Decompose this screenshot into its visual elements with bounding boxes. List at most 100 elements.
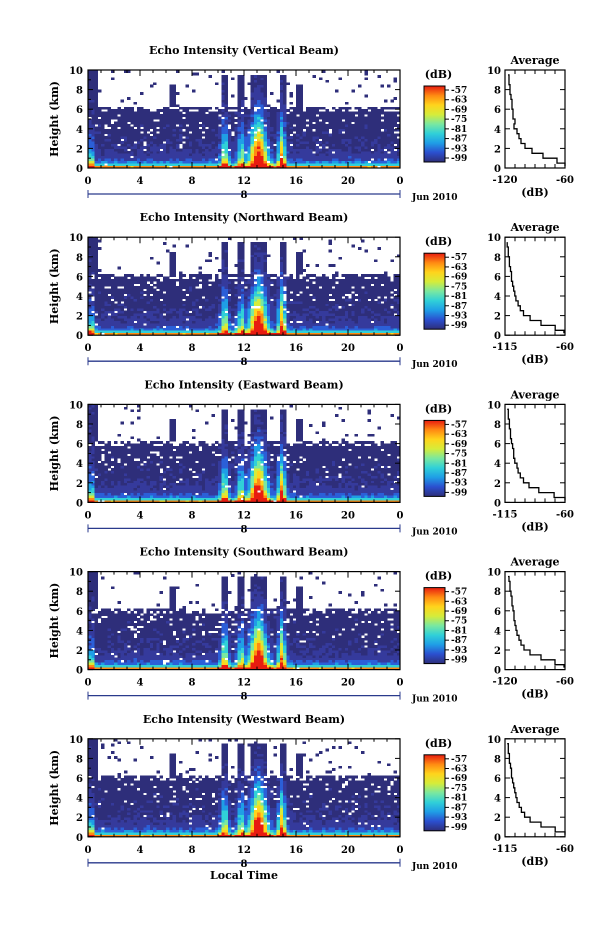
heatmap-cell [325, 310, 329, 314]
heatmap-cell [175, 104, 180, 108]
heatmap-cell [97, 131, 102, 135]
heatmap-cell [172, 96, 177, 100]
heatmap-cell [117, 128, 121, 132]
heatmap-cell [172, 119, 177, 122]
heatmap-cell [117, 308, 121, 312]
heatmap-cell [315, 153, 320, 157]
heatmap-cell [182, 133, 186, 137]
heatmap-cell [224, 114, 229, 117]
heatmap-cell [289, 325, 294, 329]
heatmap-cell [88, 318, 92, 321]
heatmap-cell [224, 305, 229, 309]
heatmap-cell [250, 310, 255, 314]
heatmap-cell [114, 123, 118, 127]
heatmap-cell [179, 327, 183, 331]
heatmap-cell [296, 96, 300, 100]
heatmap-cell [234, 283, 238, 287]
heatmap-cell [344, 322, 349, 326]
heatmap-cell [195, 325, 199, 329]
heatmap-cell [94, 106, 99, 110]
heatmap-cell [309, 158, 313, 162]
heatmap-cell [325, 155, 329, 159]
heatmap-cell [120, 296, 125, 299]
heatmap-cell [188, 136, 193, 139]
heatmap-cell [305, 116, 310, 120]
heatmap-cell [266, 123, 271, 127]
heatmap-cell [211, 322, 216, 326]
heatmap-cell [260, 330, 264, 334]
heatmap-cell [364, 136, 368, 139]
heatmap-cell [227, 308, 232, 312]
heatmap-cell [279, 318, 284, 321]
heatmap-cell [370, 128, 375, 132]
heatmap-cell [130, 273, 134, 277]
heatmap-cell [305, 150, 310, 154]
heatmap-cell [104, 119, 108, 122]
heatmap-cell [273, 308, 277, 312]
heatmap-cell [88, 330, 92, 334]
heatmap-cell [101, 133, 105, 137]
heatmap-cell [224, 315, 229, 319]
heatmap-cell [195, 126, 199, 130]
heatmap-cell [234, 264, 238, 267]
heatmap-cell [133, 325, 138, 329]
heatmap-cell [260, 261, 264, 265]
heatmap-cell [331, 310, 336, 314]
heatmap-cell [296, 119, 300, 122]
heatmap-cell [344, 153, 349, 157]
heatmap-cell [224, 247, 229, 250]
heatmap-cell [341, 133, 346, 137]
heatmap-cell [351, 332, 355, 336]
heatmap-cell [393, 133, 398, 137]
heatmap-cell [240, 119, 245, 122]
heatmap-cell [370, 111, 375, 115]
heatmap-cell [195, 278, 199, 282]
heatmap-cell [367, 291, 372, 294]
heatmap-cell [192, 325, 196, 329]
heatmap-cell [88, 276, 92, 280]
heatmap-cell [221, 89, 225, 93]
heatmap-cell [250, 163, 255, 166]
heatmap-cell [224, 141, 229, 144]
heatmap-cell [263, 79, 268, 83]
heatmap-cell [201, 281, 206, 285]
heatmap-cell [231, 158, 235, 162]
heatmap-cell [94, 251, 99, 255]
heatmap-cell [94, 305, 99, 309]
heatmap-cell [185, 111, 190, 115]
heatmap-cell [270, 278, 274, 282]
heatmap-cell [166, 278, 170, 282]
heatmap-cell [244, 308, 248, 312]
heatmap-cell [312, 126, 316, 130]
heatmap-cell [276, 293, 281, 297]
heatmap-cell [185, 313, 190, 316]
heatmap-cell [354, 281, 359, 285]
heatmap-cell [149, 145, 154, 149]
heatmap-cell [331, 114, 336, 117]
heatmap-cell [162, 145, 167, 149]
heatmap-cell [182, 325, 186, 329]
heatmap-cell [211, 332, 216, 336]
heatmap-cell [260, 109, 264, 113]
heatmap-cell [211, 327, 216, 331]
heatmap-cell [286, 143, 290, 147]
heatmap-cell [244, 128, 248, 132]
heatmap-cell [211, 165, 216, 169]
heatmap-cell [195, 136, 199, 139]
heatmap-cell [143, 291, 147, 294]
heatmap-cell [166, 322, 170, 326]
heatmap-cell [390, 150, 394, 154]
heatmap-cell [341, 281, 346, 285]
heatmap-cell [130, 315, 134, 319]
heatmap-cell [224, 148, 229, 152]
heatmap-cell [296, 296, 300, 299]
heatmap-cell [156, 150, 160, 154]
heatmap-cell [240, 116, 245, 120]
heatmap-cell [166, 303, 170, 307]
heatmap-cell [348, 286, 352, 290]
heatmap-cell [237, 308, 242, 312]
heatmap-cell [253, 315, 258, 319]
heatmap-cell [97, 291, 102, 294]
heatmap-cell [179, 310, 183, 314]
heatmap-cell [120, 278, 125, 282]
